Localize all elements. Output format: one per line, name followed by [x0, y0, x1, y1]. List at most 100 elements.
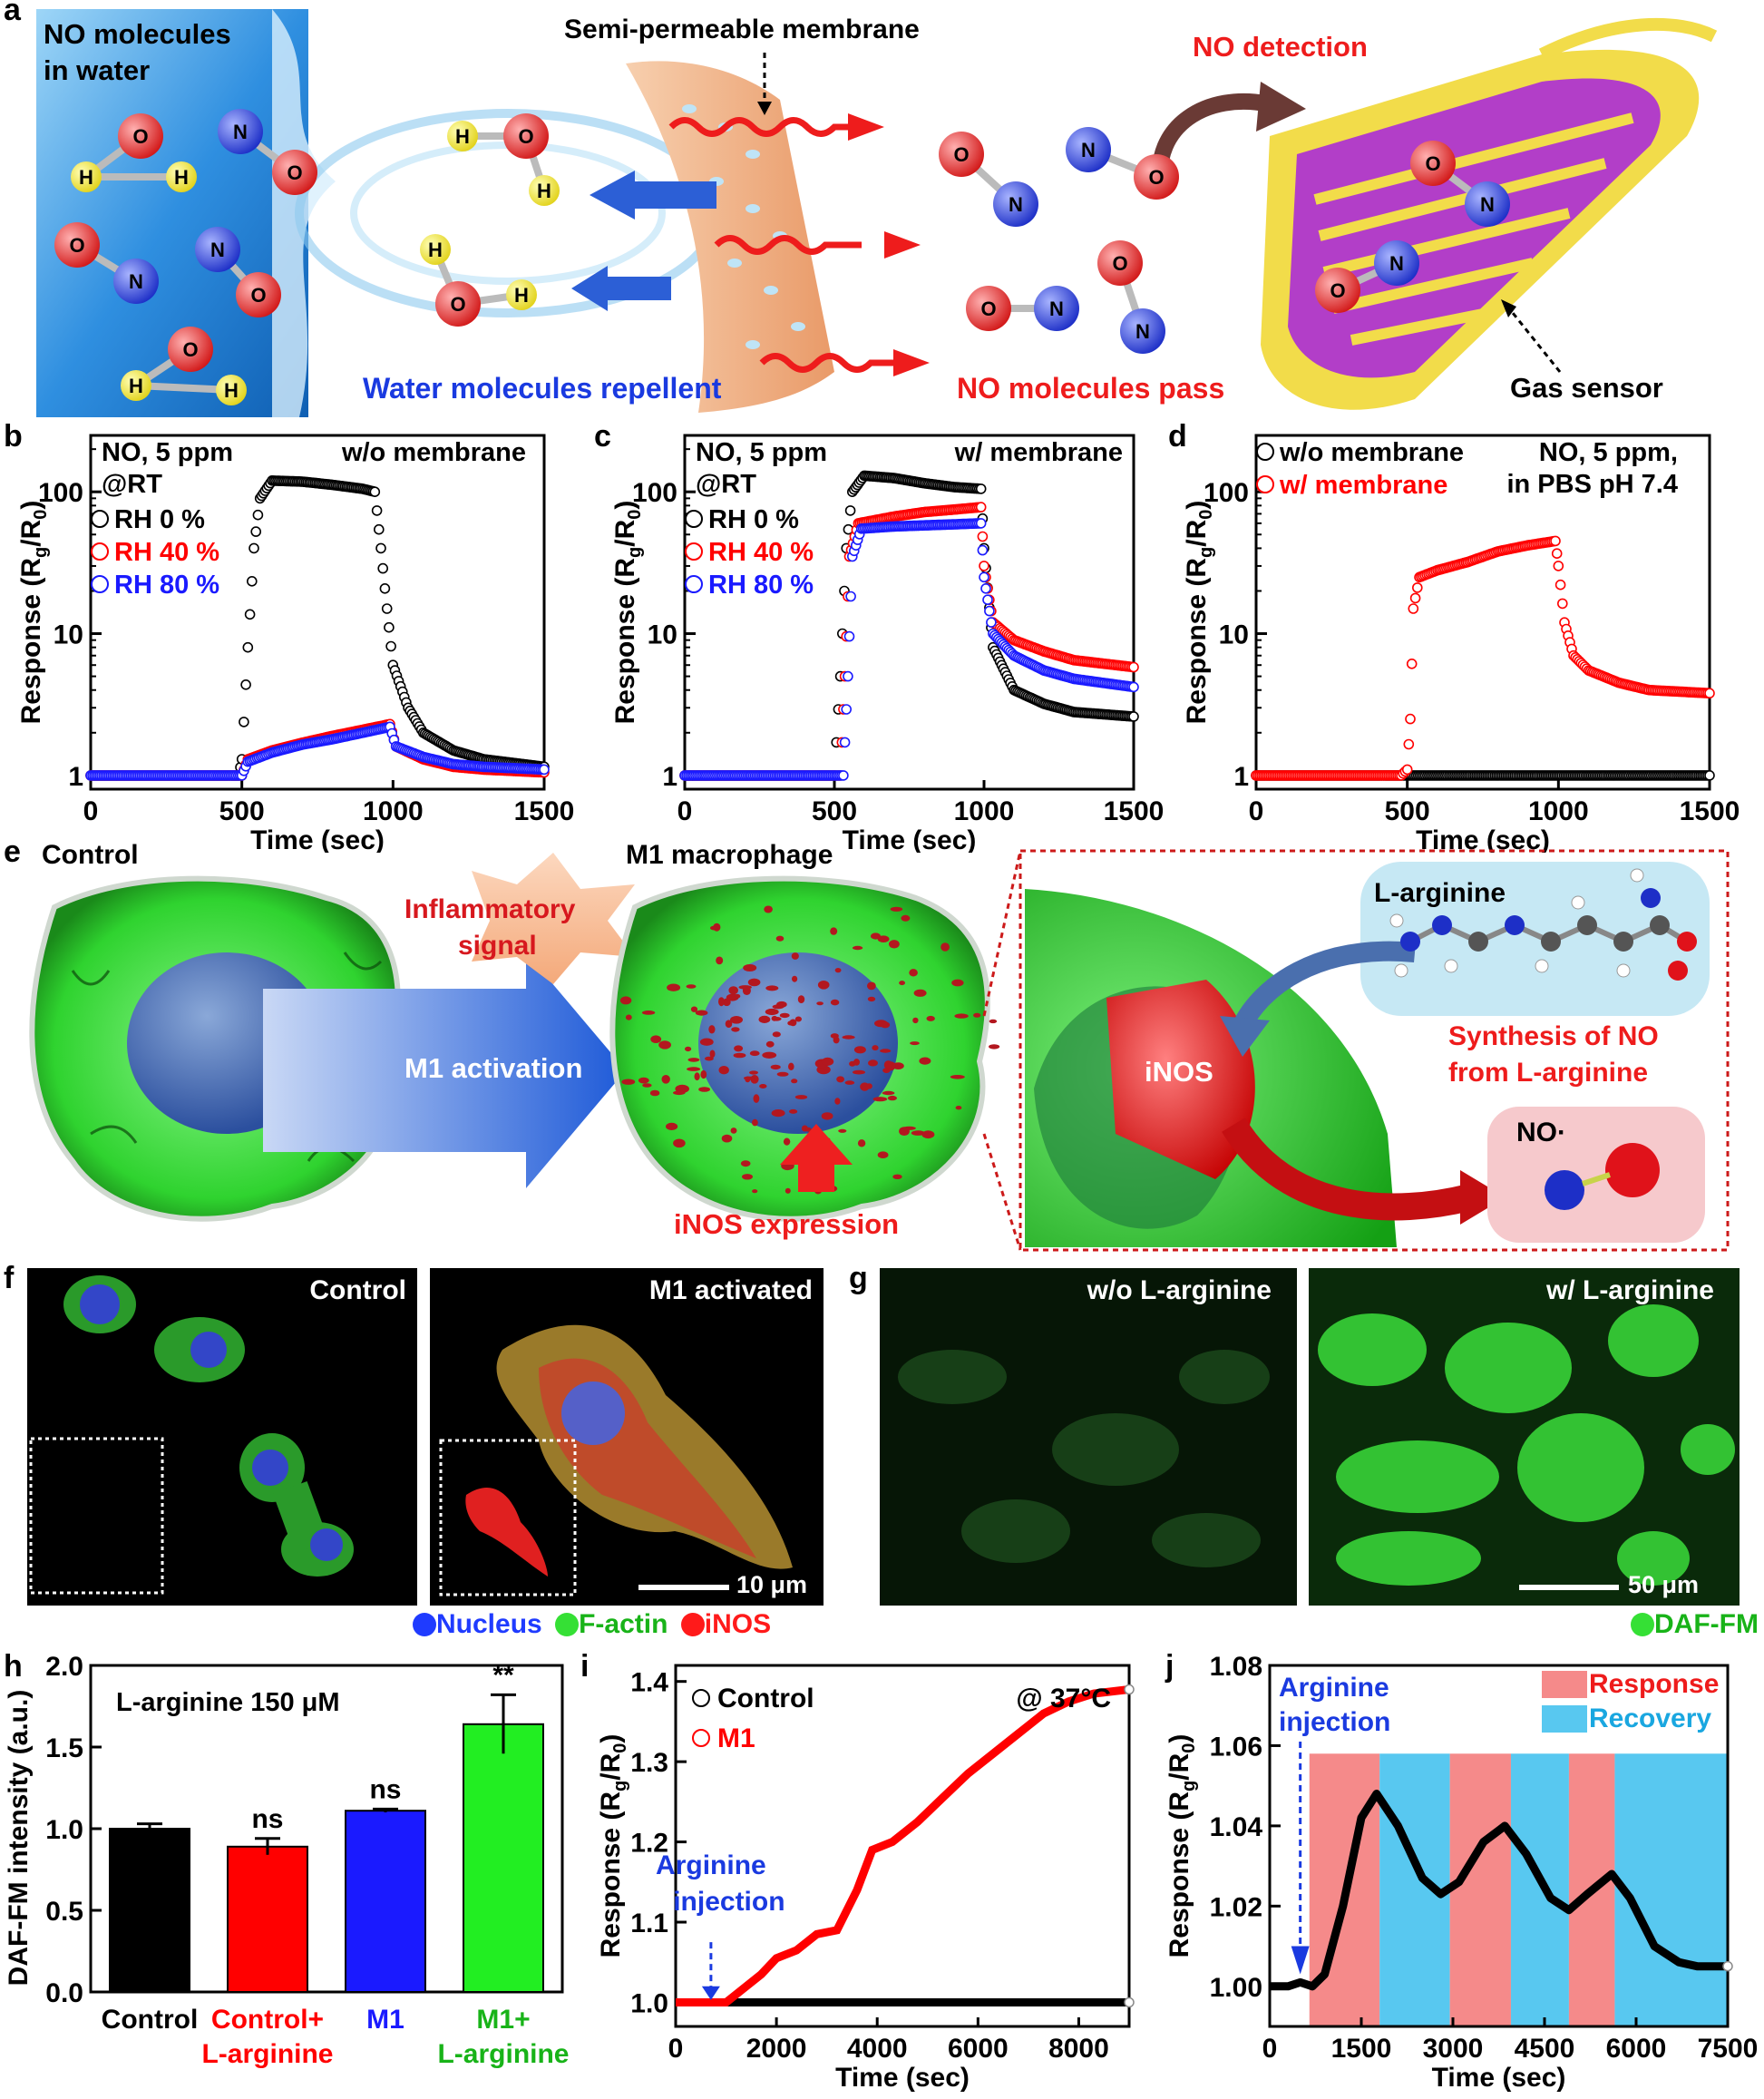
g-legend: DAF-FM	[1631, 1609, 1759, 1640]
inos-dot	[685, 1046, 692, 1052]
data-point	[1551, 548, 1563, 559]
data-point	[844, 505, 856, 516]
atom-symbol: H	[428, 239, 443, 261]
y-tick-label: 1.02	[1210, 1892, 1262, 1922]
atom-symbol: O	[287, 161, 302, 184]
annotation: NO, 5 ppm	[102, 438, 233, 467]
atom-o	[503, 113, 549, 159]
series-line	[1270, 1790, 1728, 1991]
water-repel-arrows	[571, 171, 716, 311]
legend-daf: DAF-FM	[1654, 1609, 1759, 1639]
inos-dot	[867, 996, 876, 1002]
no-synthesis-arrow	[1222, 1117, 1473, 1221]
inos-dot	[690, 1006, 698, 1012]
y-tick-label: 100	[632, 478, 677, 508]
data-point	[385, 640, 396, 652]
y-axis-label: Response (Rg/R0)	[16, 501, 51, 725]
x-tick-label: 6000	[1606, 2034, 1667, 2064]
inos-dot	[794, 1095, 808, 1099]
inos-dot	[771, 1015, 778, 1021]
panel-g: g w/o L-arginine w/ L-arginine 50 μm DAF…	[843, 1261, 1764, 1660]
legend-swatch	[1542, 1671, 1587, 1698]
annotation: in PBS pH 7.4	[1506, 470, 1678, 499]
no-molecule: ON	[1315, 240, 1419, 313]
atom-o	[118, 113, 163, 159]
inos-dot	[909, 969, 918, 977]
inos-dot	[836, 1076, 844, 1083]
inos-dot	[686, 984, 697, 989]
atom-symbol: O	[1148, 166, 1164, 189]
arginine-molecule	[1389, 868, 1697, 981]
atom-symbol: O	[450, 293, 465, 316]
inos-dot	[730, 1128, 737, 1134]
atom-symbol: O	[1425, 152, 1440, 175]
y-tick-label: 1.1	[630, 1909, 668, 1938]
atom-symbol: O	[250, 284, 266, 307]
atom-n	[1066, 127, 1111, 172]
inos-dot	[721, 1134, 733, 1143]
legend-inos: iNOS	[704, 1609, 772, 1639]
inos-dot	[695, 1010, 708, 1016]
inos-dot	[842, 1035, 855, 1040]
no-pass-label: NO molecules pass	[957, 372, 1225, 405]
atom-h	[121, 370, 151, 401]
control-cell-label: Control	[42, 840, 139, 870]
inos-dot	[844, 1080, 855, 1085]
chart-d: 0 500 1000 1500 1 10 100 Time (sec) Response (Rg…	[1182, 434, 1740, 853]
series-2	[679, 518, 1139, 781]
y-axis-label: Response (Rg/R0)	[610, 501, 645, 725]
inos-dot	[749, 1050, 760, 1057]
panel-j-letter: j	[1165, 1649, 1174, 1684]
y-tick-label: 0.5	[45, 1897, 83, 1927]
data-point	[979, 561, 989, 571]
inos-dot	[821, 1112, 833, 1120]
data-point	[1128, 711, 1139, 722]
data-point	[1704, 688, 1715, 699]
legend-label: Response	[1589, 1669, 1719, 1699]
atom-symbol: H	[174, 166, 189, 189]
data-point	[377, 562, 389, 574]
inos-dot	[734, 1045, 744, 1052]
atom-symbol: N	[1135, 320, 1150, 343]
inos-dot	[625, 1014, 632, 1020]
y-axis-label: DAF-FM intensity (a.u.)	[4, 1690, 34, 1987]
inos-dot	[872, 1045, 879, 1051]
no-molecule: NO	[218, 109, 317, 195]
x-tick-label: 6000	[948, 2034, 1009, 2064]
inos-dot	[794, 1016, 803, 1022]
inos-dot	[890, 906, 903, 912]
atom-o	[1315, 268, 1360, 313]
atom	[1468, 932, 1488, 952]
daf-dot	[1631, 1613, 1654, 1636]
atom-symbol: O	[518, 125, 533, 148]
atom-o	[435, 281, 481, 327]
m1-cells-image	[439, 1324, 793, 1596]
inos-expression-label: iNOS expression	[674, 1208, 900, 1240]
y-tick-label: 1.2	[630, 1829, 668, 1859]
inos-dot	[776, 1071, 789, 1077]
atom	[1505, 915, 1525, 935]
no-in-water-label: NO molecules	[44, 18, 231, 50]
inos-dot	[919, 1057, 931, 1065]
atom-symbol: O	[132, 125, 148, 148]
with-arginine-label: w/ L-arginine	[1545, 1275, 1714, 1305]
inos-dot	[658, 1040, 671, 1050]
legend-marker	[1256, 443, 1274, 461]
sensor-pointer	[1504, 303, 1562, 373]
no-molecule: NO	[195, 227, 281, 317]
y-tick-label: 10	[1219, 620, 1249, 650]
control-micrograph: Control	[27, 1268, 417, 1606]
legend-nucleus: Nucleus	[436, 1609, 542, 1639]
control-cells-image	[29, 1275, 354, 1595]
atom-symbol: O	[1112, 252, 1127, 275]
annotation: injection	[1279, 1707, 1390, 1737]
inos-dot	[926, 1015, 935, 1021]
y-tick-label: 1.3	[630, 1748, 668, 1778]
y-tick-label: 10	[54, 620, 83, 650]
atom	[1641, 888, 1661, 908]
atom-o	[272, 150, 317, 195]
atom	[1400, 932, 1420, 952]
x-tick-label: 1000	[1528, 796, 1589, 826]
y-axis-label: Response (Rg/R0)	[1182, 501, 1216, 725]
